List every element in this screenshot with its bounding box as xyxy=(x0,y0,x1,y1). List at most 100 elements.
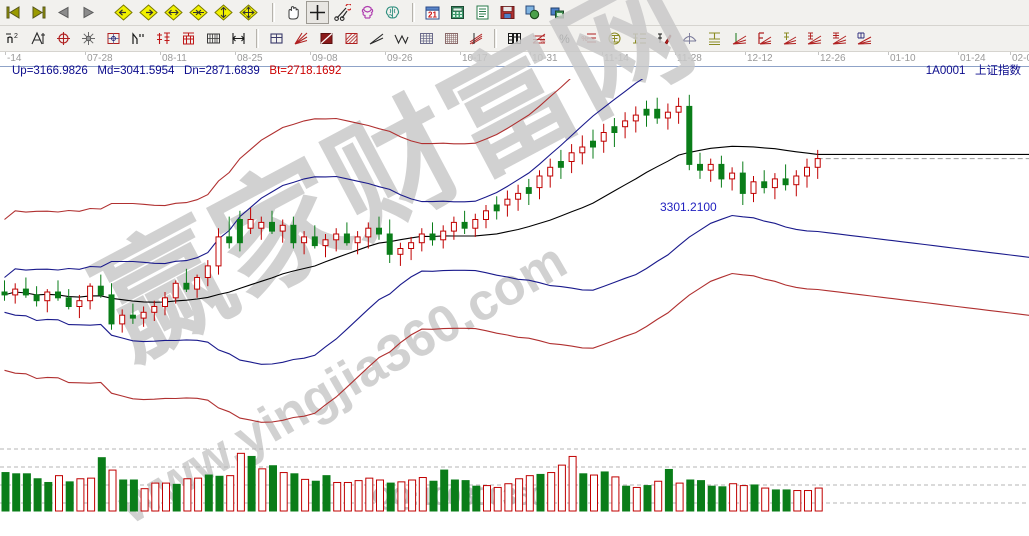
volume-bar xyxy=(377,480,384,511)
crosshair-tool-button[interactable] xyxy=(306,1,329,24)
gold-band-button[interactable] xyxy=(703,27,726,50)
volume-bar xyxy=(623,486,630,511)
scroll-left-button[interactable] xyxy=(112,1,135,24)
volume-bar xyxy=(494,487,501,511)
copy-button[interactable] xyxy=(521,1,544,24)
fan-lines-tool-button[interactable] xyxy=(290,27,313,50)
calculator-button[interactable] xyxy=(446,1,469,24)
first-record-button[interactable] xyxy=(2,1,25,24)
gold-circle-button[interactable] xyxy=(603,27,626,50)
volume-pane[interactable] xyxy=(0,441,1029,512)
arc-tool-button[interactable] xyxy=(678,27,701,50)
fibonacci-tool-group: % % % xyxy=(501,27,878,51)
gold-level-button[interactable] xyxy=(628,27,651,50)
chart-area[interactable]: 赢家财富网 www.yingjia360.com QQ:100800360 33… xyxy=(0,79,1029,512)
candlestick xyxy=(548,159,553,188)
main-toolbar: 21 xyxy=(0,0,1029,26)
volume-bar xyxy=(13,474,20,511)
volume-bar xyxy=(462,481,469,511)
hatch-box-tool-button[interactable] xyxy=(340,27,363,50)
candlestick xyxy=(366,222,371,248)
ray-tool-button[interactable] xyxy=(365,27,388,50)
zoom-horizontal-button[interactable] xyxy=(162,1,185,24)
candlestick xyxy=(323,234,328,257)
brain-tool-button[interactable] xyxy=(381,1,404,24)
notepad-button[interactable] xyxy=(471,1,494,24)
grid-box-tool-button[interactable] xyxy=(102,27,125,50)
shen-tool-button[interactable] xyxy=(152,27,175,50)
scroll-right-button[interactable] xyxy=(137,1,160,24)
calendar-button[interactable]: 21 xyxy=(421,1,444,24)
grid2-tool-button[interactable] xyxy=(440,27,463,50)
volume-bar xyxy=(398,482,405,511)
frame-tool-button[interactable] xyxy=(265,27,288,50)
utility-tool-group: 21 xyxy=(419,1,571,25)
price-pane[interactable] xyxy=(0,79,1029,439)
volume-bar xyxy=(163,483,170,511)
price-candlestick-svg xyxy=(0,79,1029,439)
volume-bar xyxy=(794,491,801,511)
angle-tool-button[interactable] xyxy=(27,27,50,50)
export-button[interactable] xyxy=(546,1,569,24)
volume-bars-svg xyxy=(0,441,1029,512)
compress-horizontal-button[interactable] xyxy=(187,1,210,24)
circle-cross-tool-button[interactable] xyxy=(52,27,75,50)
candlestick xyxy=(34,286,39,306)
volume-bar xyxy=(591,475,598,511)
sujian-button[interactable] xyxy=(803,27,826,50)
volume-bar xyxy=(77,479,84,511)
percent-chart-button[interactable]: % xyxy=(528,27,551,50)
volume-bar xyxy=(366,478,373,511)
band-line xyxy=(5,79,1029,278)
zigzag-tool-button[interactable] xyxy=(390,27,413,50)
span-tool-button[interactable] xyxy=(227,27,250,50)
shaded-box-tool-button[interactable] xyxy=(315,27,338,50)
symbol-code: 1A0001 xyxy=(926,65,966,77)
tree-tool-button[interactable] xyxy=(356,1,379,24)
candlestick xyxy=(612,118,617,147)
candlestick xyxy=(441,225,446,248)
save-button[interactable] xyxy=(496,1,519,24)
svg-text:2: 2 xyxy=(14,33,18,40)
candlestick xyxy=(794,170,799,196)
candlestick xyxy=(77,295,82,318)
price-annotation: 3301.2100 xyxy=(660,200,717,214)
last-record-button[interactable] xyxy=(27,1,50,24)
ladder-tool-button[interactable] xyxy=(202,27,225,50)
pen-tool-button[interactable] xyxy=(653,27,676,50)
axis-tickmark xyxy=(888,52,889,55)
fit-window-button[interactable] xyxy=(237,1,260,24)
speed-line-button[interactable] xyxy=(728,27,751,50)
book-tool-button[interactable] xyxy=(503,27,526,50)
superscript-tool-button[interactable]: 2 xyxy=(2,27,25,50)
candlestick xyxy=(601,124,606,153)
axis-tickmark xyxy=(602,52,603,55)
volume-bar xyxy=(130,480,137,511)
volume-bar xyxy=(323,476,330,511)
axis-tickmark xyxy=(1010,52,1011,55)
hand-tool-button[interactable] xyxy=(281,1,304,24)
navigation-tool-group xyxy=(0,1,102,25)
step-tool-button[interactable] xyxy=(127,27,150,50)
volume-bar xyxy=(441,470,448,511)
grid-tool-button[interactable] xyxy=(415,27,438,50)
annotation-tool-group: 2 xyxy=(0,27,252,51)
candlestick xyxy=(623,112,628,138)
gold-fan-button[interactable] xyxy=(778,27,801,50)
cut-tool-button[interactable] xyxy=(331,1,354,24)
page-right-button[interactable] xyxy=(77,1,100,24)
page-left-button[interactable] xyxy=(52,1,75,24)
svg-text:21: 21 xyxy=(428,10,437,19)
candlestick xyxy=(751,176,756,202)
percent-level-button[interactable]: % xyxy=(578,27,601,50)
star-tool-button[interactable] xyxy=(77,27,100,50)
fib-line-button[interactable] xyxy=(753,27,776,50)
slope-tool-button[interactable] xyxy=(465,27,488,50)
jiangen-button[interactable] xyxy=(828,27,851,50)
candlestick xyxy=(2,280,7,300)
zoom-vertical-button[interactable] xyxy=(212,1,235,24)
volume-bar xyxy=(387,483,394,511)
siji-button[interactable] xyxy=(853,27,876,50)
percent-button[interactable]: % xyxy=(553,27,576,50)
ying-tool-button[interactable] xyxy=(177,27,200,50)
